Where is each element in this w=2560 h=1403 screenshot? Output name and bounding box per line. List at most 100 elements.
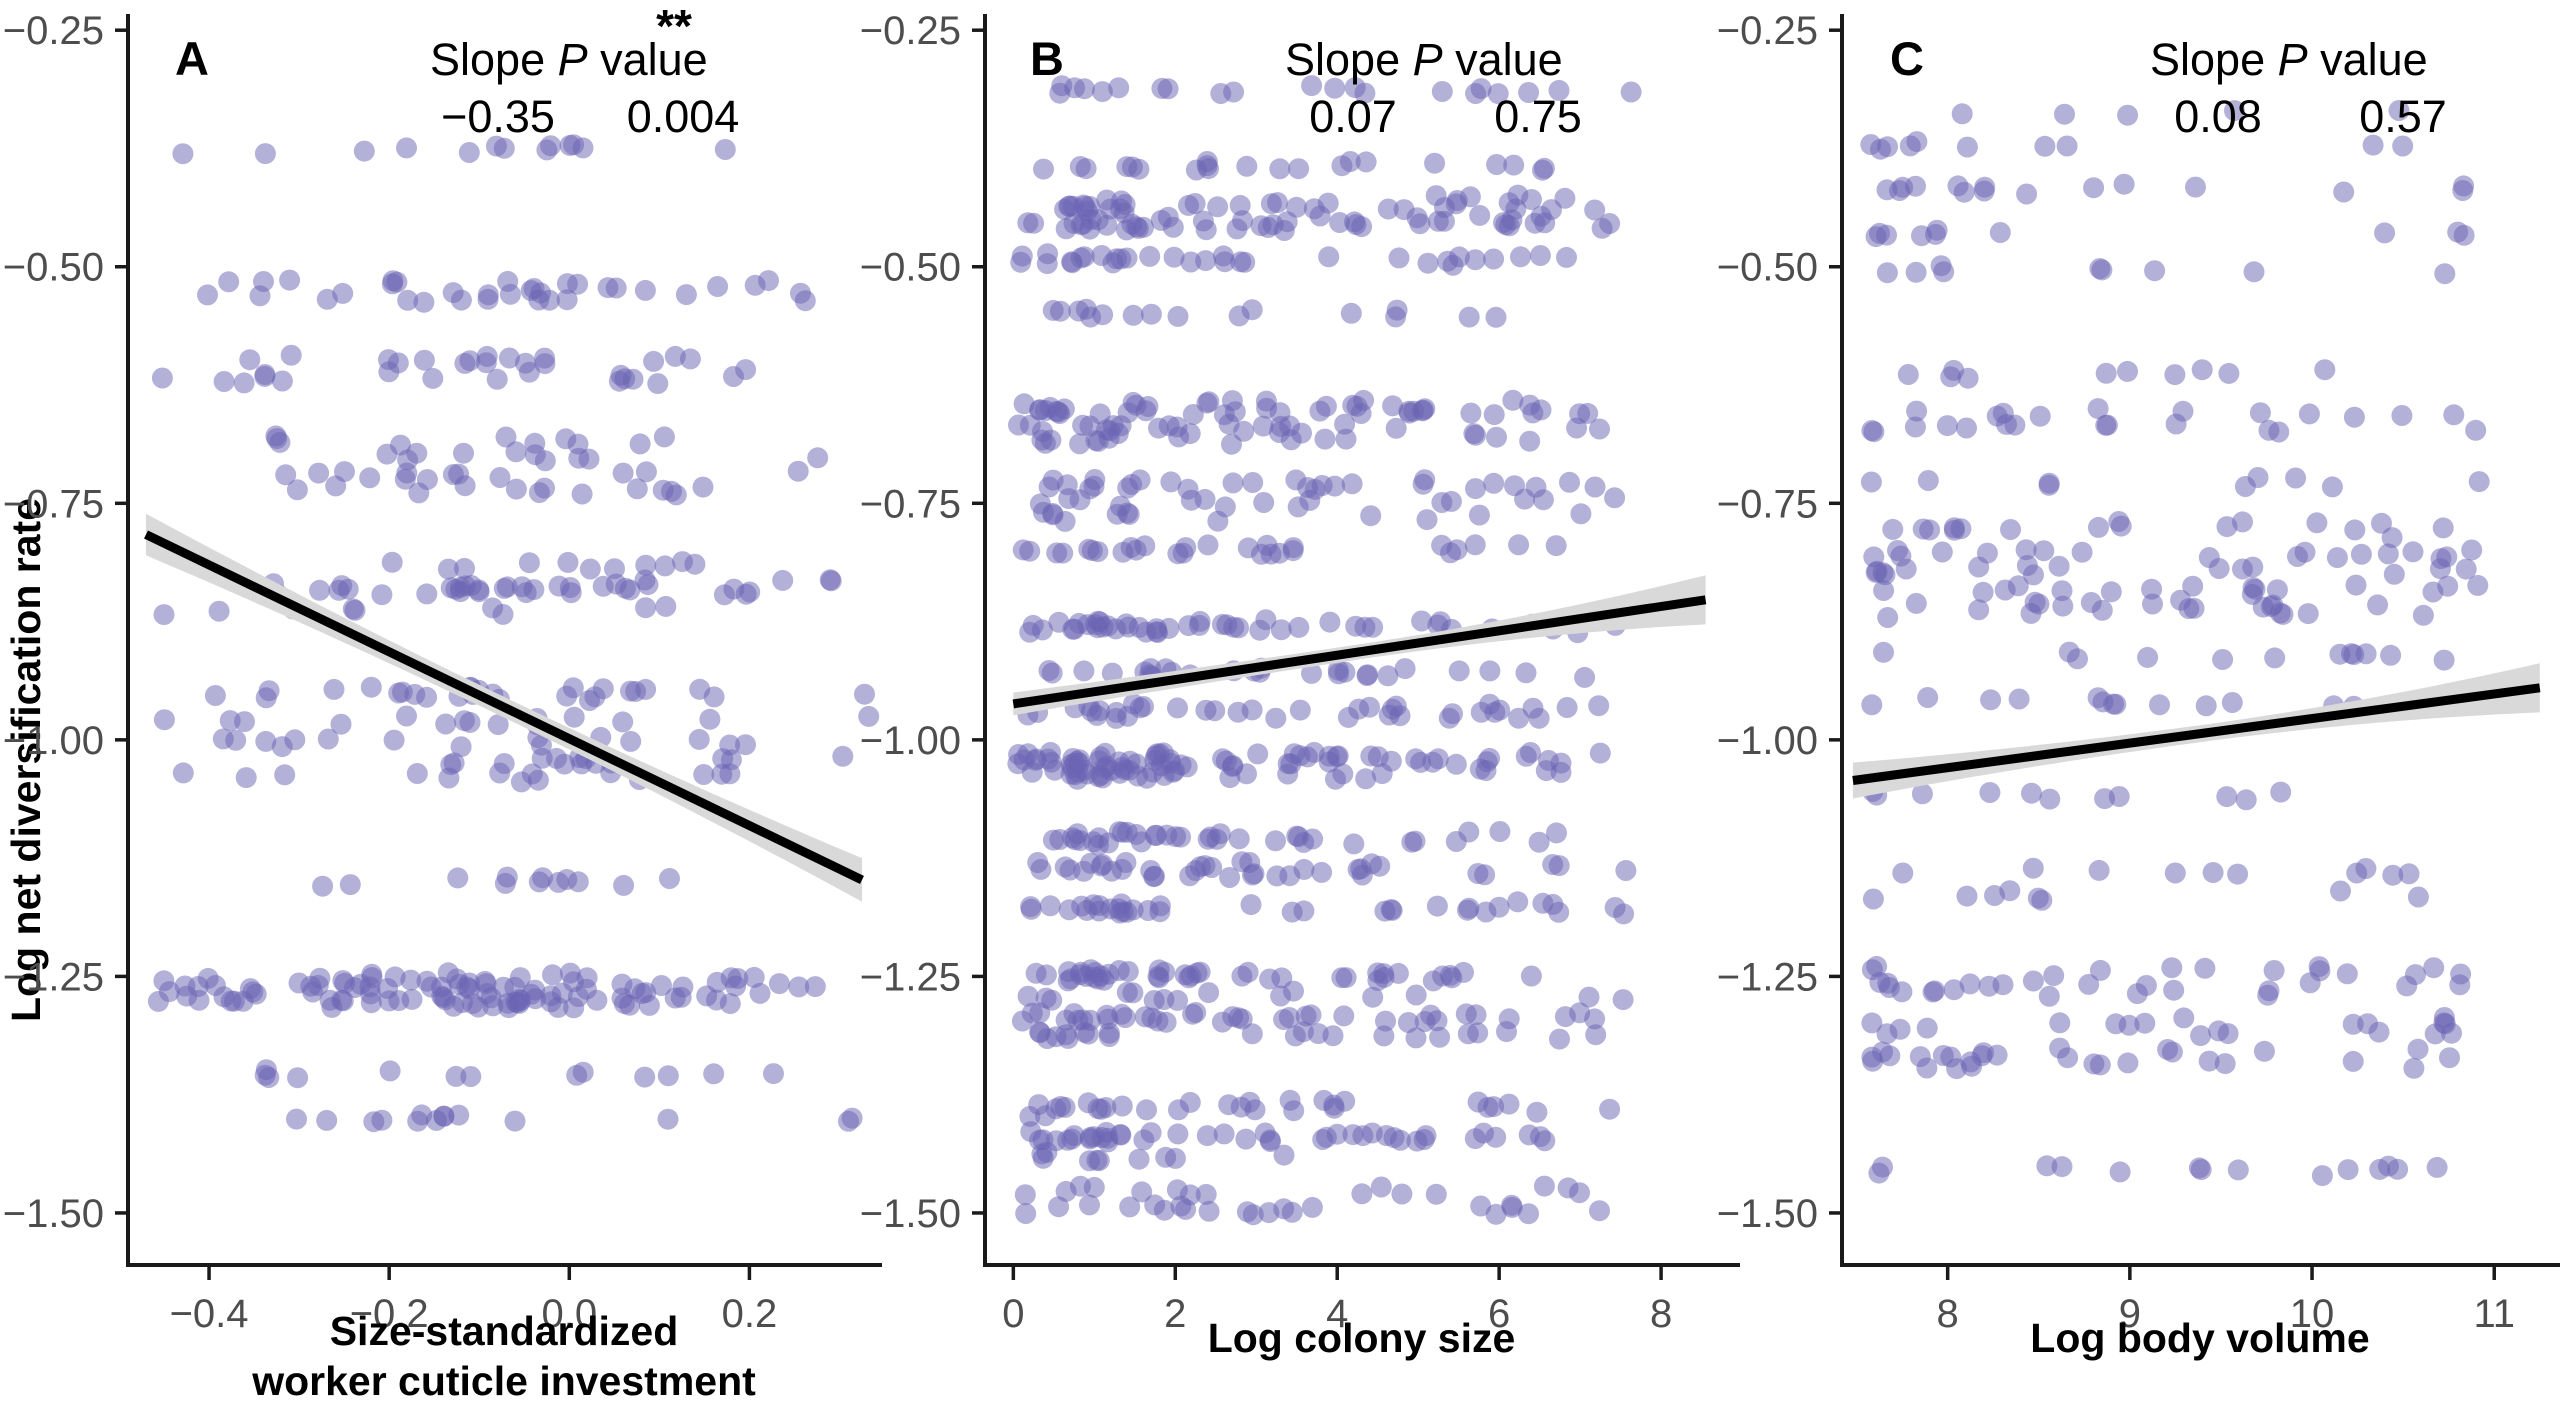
scatter-point [2314, 359, 2336, 381]
scatter-point [1265, 707, 1287, 729]
scatter-point [339, 874, 361, 896]
scatter-point [1011, 245, 1033, 267]
scatter-point [1548, 901, 1570, 923]
scatter-point [477, 288, 499, 310]
scatter-point [204, 685, 226, 706]
scatter-point [1143, 866, 1165, 888]
scatter-point [2016, 555, 2038, 576]
scatter-point [2141, 578, 2163, 600]
scatter-point [2113, 173, 2135, 195]
scatter-point [1148, 417, 1169, 439]
y-tick-label: −0.25 [3, 9, 104, 53]
scatter-point [1503, 154, 1525, 176]
scatter-point [1905, 261, 1927, 283]
scatter-point [1467, 1022, 1489, 1044]
scatter-point [634, 569, 656, 591]
scatter-point [1084, 469, 1106, 490]
scatter-point [2208, 558, 2230, 579]
scatter-point [626, 478, 648, 500]
scatter-point [538, 289, 560, 311]
y-axis-title: Log net diversification rate [3, 498, 49, 1022]
scatter-point [235, 767, 257, 789]
scatter-point [1483, 404, 1505, 426]
scatter-point [1079, 1150, 1100, 1172]
scatter-point [1241, 299, 1263, 321]
scatter-point [1873, 580, 1895, 601]
scatter-point [1282, 537, 1304, 559]
scatter-point [1337, 706, 1359, 728]
annotation-slope-header: Slope [1285, 34, 1400, 85]
scatter-point [2330, 880, 2351, 902]
scatter-point [612, 711, 634, 733]
scatter-point [2214, 1053, 2236, 1075]
scatter-point [1198, 391, 1220, 413]
scatter-point [1584, 476, 1606, 498]
scatter-point [1028, 1094, 1050, 1116]
scatter-point [2357, 1013, 2379, 1035]
x-tick-label: 0.0 [541, 1292, 597, 1336]
scatter-point [359, 467, 381, 489]
scatter-point [255, 730, 277, 752]
annotation-p-rest: value [1443, 34, 1563, 85]
annotation-p-italic: P [1413, 34, 1443, 85]
scatter-point [624, 978, 646, 1000]
scatter-point [693, 764, 715, 785]
scatter-point [413, 349, 435, 371]
scatter-point [2051, 1156, 2073, 1178]
scatter-point [1599, 1098, 1621, 1120]
scatter-point [2355, 643, 2377, 665]
scatter-point [2434, 1013, 2456, 1035]
y-tick-label: −0.25 [860, 9, 961, 53]
scatter-point [1015, 1203, 1037, 1224]
scatter-point [2149, 694, 2170, 716]
scatter-point [249, 285, 271, 307]
scatter-point [1578, 986, 1600, 1008]
scatter-point [2227, 863, 2249, 885]
scatter-point [2078, 973, 2100, 995]
scatter-point [317, 728, 339, 750]
scatter-point [2436, 546, 2458, 568]
scatter-point [2321, 476, 2343, 498]
scatter-point [1083, 1126, 1105, 1148]
scatter-point [505, 441, 527, 463]
scatter-point [854, 683, 875, 705]
scatter-point [174, 975, 196, 997]
scatter-point [743, 966, 765, 988]
scatter-point [1604, 487, 1626, 509]
scatter-point [1198, 982, 1220, 1004]
scatter-point [1166, 1179, 1188, 1201]
scatter-point [1931, 541, 1953, 563]
scatter-point [1038, 476, 1060, 498]
scatter-point [286, 479, 308, 501]
scatter-point [396, 705, 417, 727]
scatter-point [1459, 186, 1481, 208]
scatter-point [1589, 418, 1610, 440]
scatter-point [2285, 467, 2307, 489]
scatter-point [2311, 1165, 2333, 1187]
scatter-point [1195, 250, 1217, 272]
scatter-point [1195, 219, 1217, 241]
scatter-point [1343, 833, 1365, 855]
scatter-point [498, 347, 520, 369]
scatter-point [1281, 1201, 1303, 1223]
x-tick-label: −0.4 [170, 1292, 249, 1336]
scatter-point [2033, 540, 2055, 562]
scatter-point [1973, 180, 1995, 202]
scatter-point [2071, 541, 2093, 563]
scatter-point [360, 676, 382, 698]
scatter-point [735, 359, 757, 381]
scatter-point [2095, 414, 2117, 436]
scatter-point [1940, 1046, 1962, 1068]
scatter-point [807, 447, 829, 469]
scatter-point [2212, 649, 2234, 670]
scatter-point [572, 137, 594, 159]
scatter-point [489, 467, 511, 488]
scatter-point [1439, 964, 1461, 986]
scatter-point [1253, 492, 1275, 513]
scatter-point [1956, 136, 1978, 158]
y-tick-label: −1.00 [1717, 719, 1818, 763]
scatter-point [1535, 760, 1557, 782]
y-tick-label: −0.75 [860, 482, 961, 526]
scatter-point [1041, 662, 1063, 684]
scatter-point [540, 135, 562, 157]
